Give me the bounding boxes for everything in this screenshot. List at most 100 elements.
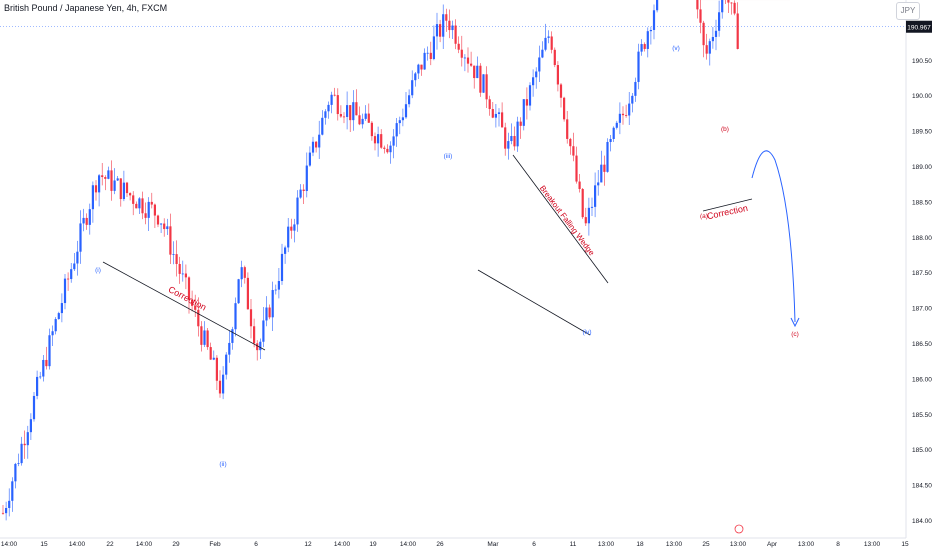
price-tick-label: 190.000 — [912, 93, 932, 100]
candle-body — [29, 419, 32, 433]
candle-body — [191, 299, 194, 306]
time-tick-label: 25 — [702, 541, 710, 548]
time-tick-label: 22 — [106, 541, 114, 548]
price-axis[interactable]: 194.000193.500193.000192.500192.000191.5… — [905, 0, 932, 538]
candle-body — [401, 117, 404, 121]
candle-body — [60, 303, 63, 314]
wedge-label: Breakout Falling Wedge — [538, 184, 597, 258]
candle-body — [597, 182, 600, 186]
candle-body — [594, 185, 597, 207]
chart-title: British Pound / Japanese Yen, 4h, FXCM — [4, 3, 168, 13]
time-tick-label: 6 — [532, 541, 536, 548]
candle-body — [20, 443, 23, 464]
candle-body — [550, 36, 553, 50]
candle-body — [39, 376, 42, 378]
candle-body — [206, 330, 209, 348]
candle-body — [702, 22, 705, 46]
candle-body — [144, 213, 147, 218]
candle-body — [417, 64, 420, 74]
candle-body — [476, 65, 479, 79]
candle-body — [705, 45, 708, 54]
candle-body — [327, 104, 330, 112]
candle-body — [628, 103, 631, 116]
candle-body — [197, 309, 200, 327]
price-tick-label: 185.000 — [912, 447, 932, 454]
candle-body — [23, 443, 26, 446]
candle-body — [569, 138, 572, 147]
candle-body — [265, 307, 268, 321]
candle-body — [373, 136, 377, 144]
candle-body — [231, 329, 234, 343]
candle-body — [88, 209, 91, 225]
time-tick-label: 15 — [40, 541, 48, 548]
candle-body — [519, 121, 522, 126]
time-tick-label: 15 — [901, 541, 909, 548]
candle-body — [94, 185, 98, 193]
time-tick-label: 14:00 — [1, 541, 18, 548]
candle-body — [129, 193, 132, 196]
candle-body — [380, 134, 383, 148]
candle-body — [32, 395, 36, 420]
candle-body — [621, 113, 625, 116]
candle-body — [79, 223, 82, 252]
candle-body — [435, 24, 439, 37]
candle-body — [246, 277, 249, 310]
candle-body — [634, 81, 637, 96]
candle-body — [501, 112, 504, 128]
time-axis[interactable]: 14:00 15 14:00 22 14:00 29 Feb 6 12 14:00 19 14:00 2… — [0, 537, 909, 548]
price-tick-label: 190.500 — [912, 58, 932, 65]
candle-body — [656, 0, 659, 11]
candle-body — [553, 49, 556, 66]
candle-body — [528, 85, 532, 106]
candle-body — [488, 99, 491, 110]
candle-body — [17, 463, 20, 464]
candle-body — [249, 309, 253, 327]
candles-layer — [1, 0, 739, 521]
candle-body — [714, 30, 718, 37]
candle-body — [11, 481, 14, 501]
candle-body — [14, 463, 17, 482]
time-tick-label: 13:00 — [666, 541, 683, 548]
candle-body — [513, 136, 516, 147]
candle-body — [606, 141, 609, 172]
price-tick-label: 187.000 — [912, 306, 932, 313]
time-tick-label: 12 — [304, 541, 312, 548]
time-tick-label: 11 — [570, 541, 577, 548]
candle-body — [222, 374, 225, 394]
time-tick-label: 6 — [254, 541, 258, 548]
candle-body — [643, 44, 646, 49]
price-tick-label: 184.500 — [912, 483, 932, 490]
correction-2-line — [702, 198, 753, 212]
price-tick-label: 184.000 — [912, 518, 932, 525]
currency-button[interactable]: JPY — [896, 2, 920, 20]
candle-body — [256, 343, 259, 351]
time-tick-label: 14:00 — [334, 541, 351, 548]
candle-body — [494, 113, 497, 118]
candle-body — [150, 201, 153, 205]
candle-body — [364, 113, 367, 119]
candle-body — [138, 198, 141, 209]
candle-body — [308, 152, 311, 166]
price-tick-label: 186.000 — [912, 376, 932, 383]
candle-body — [730, 2, 733, 4]
candle-body — [411, 80, 414, 96]
candle-body — [615, 122, 618, 128]
candle-body — [110, 170, 113, 191]
candle-body — [584, 217, 587, 224]
candle-body — [463, 57, 466, 59]
candle-body — [727, 0, 730, 3]
candle-body — [98, 175, 101, 193]
candle-body — [63, 278, 67, 304]
candle-body — [454, 25, 457, 44]
candle-body — [541, 49, 544, 58]
candle-body — [367, 113, 370, 123]
candle-body — [277, 281, 280, 290]
candle-body — [383, 147, 386, 149]
time-tick-label: 13:00 — [798, 541, 815, 548]
candle-body — [637, 51, 640, 82]
time-tick-label: 29 — [172, 541, 180, 548]
wave-label: (i) — [95, 267, 101, 274]
candle-body — [234, 303, 237, 330]
candle-body — [42, 359, 45, 377]
